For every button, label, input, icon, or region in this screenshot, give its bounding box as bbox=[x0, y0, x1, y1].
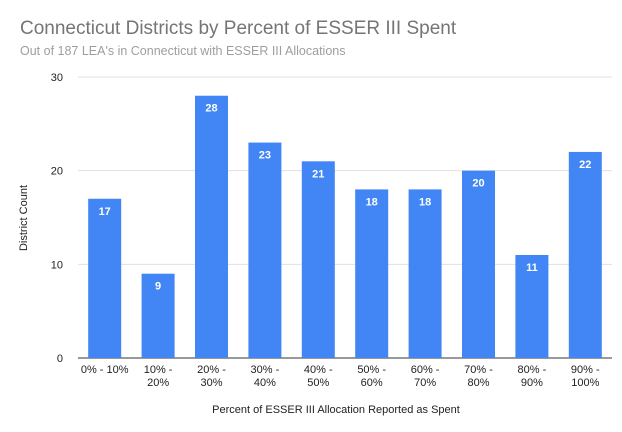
bar bbox=[195, 95, 228, 358]
data-label: 17 bbox=[99, 206, 111, 218]
bar bbox=[568, 151, 602, 358]
bar bbox=[515, 254, 549, 358]
y-axis-label: District Count bbox=[18, 185, 30, 251]
bar bbox=[355, 189, 389, 358]
y-tick-label: 0 bbox=[57, 353, 63, 365]
data-labels: 17 9 28 23 21 18 18 20 11 22 bbox=[99, 103, 592, 293]
data-label: 20 bbox=[472, 178, 484, 190]
data-label: 9 bbox=[155, 281, 161, 293]
x-axis-label: Percent of ESSER III Allocation Reported… bbox=[212, 404, 460, 416]
chart-title: Connecticut Districts by Percent of ESSE… bbox=[20, 18, 457, 39]
y-tick-label: 10 bbox=[51, 259, 63, 271]
data-label: 11 bbox=[526, 262, 538, 274]
bar bbox=[462, 170, 495, 358]
bar bbox=[141, 273, 175, 358]
x-tick-label: 10% -20% bbox=[144, 364, 173, 389]
x-tick-label: 40% -50% bbox=[304, 364, 333, 389]
x-tick-label: 20% -30% bbox=[197, 364, 226, 389]
data-label: 23 bbox=[259, 150, 271, 162]
x-tick-label: 80% -90% bbox=[518, 364, 547, 389]
bar bbox=[248, 142, 282, 358]
x-axis-ticks: 0% - 10% 10% -20% 20% -30% 30% -40% 40% -50%… bbox=[81, 364, 600, 389]
x-tick-label: 30% -40% bbox=[251, 364, 280, 389]
x-tick-label: 50% -60% bbox=[357, 364, 386, 389]
bars bbox=[88, 95, 602, 358]
y-tick-label: 20 bbox=[51, 166, 63, 178]
y-axis-ticks: 0 10 20 30 bbox=[51, 72, 63, 365]
bar bbox=[88, 198, 122, 358]
bar bbox=[408, 189, 442, 358]
data-label: 28 bbox=[205, 103, 217, 115]
data-label: 18 bbox=[366, 196, 378, 208]
x-tick-label: 0% - 10% bbox=[81, 364, 129, 376]
x-tick-label: 60% -70% bbox=[411, 364, 440, 389]
data-label: 18 bbox=[419, 196, 431, 208]
y-tick-label: 30 bbox=[51, 72, 63, 84]
data-label: 22 bbox=[579, 159, 591, 171]
data-label: 21 bbox=[312, 168, 324, 180]
x-tick-label: 90% -100% bbox=[571, 364, 600, 389]
bar bbox=[301, 161, 335, 358]
x-tick-label: 70% -80% bbox=[464, 364, 493, 389]
chart-subtitle: Out of 187 LEA's in Connecticut with ESS… bbox=[20, 44, 345, 58]
